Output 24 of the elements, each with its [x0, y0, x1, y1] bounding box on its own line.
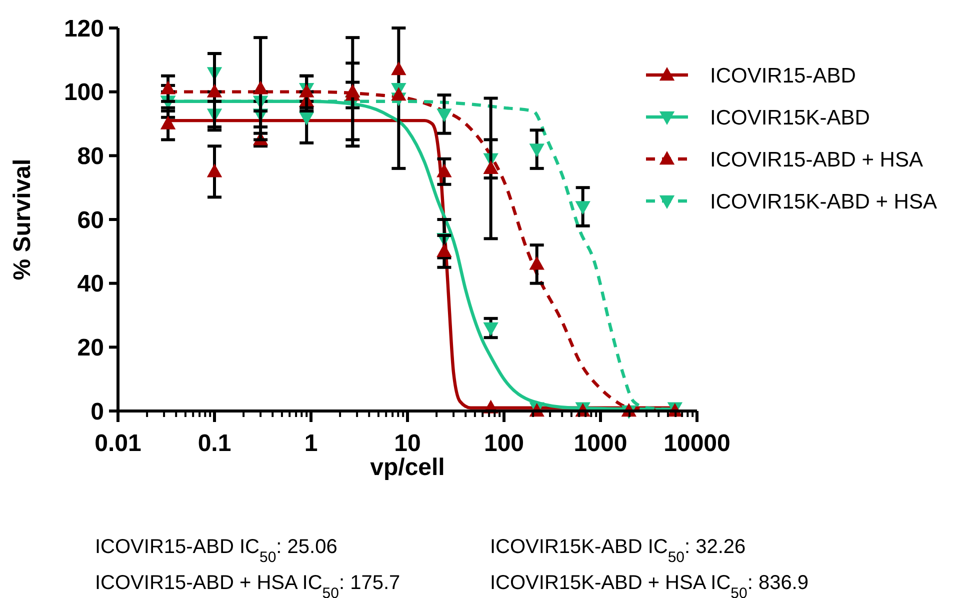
y-axis-title: % Survival — [9, 158, 36, 280]
x-tick-label: 10000 — [664, 430, 730, 457]
text: ICOVIR15-ABD + HSA IC$_{50}$: 175.7 — [95, 572, 400, 598]
legend-label: ICOVIR15K-ABD — [710, 106, 870, 130]
x-tick-label: 0.1 — [198, 430, 232, 457]
x-tick-label: 1 — [304, 430, 318, 457]
x-tick-label: 0.01 — [94, 430, 142, 457]
y-tick-label: 100 — [64, 79, 104, 106]
legend-label: ICOVIR15-ABD — [710, 64, 856, 88]
x-tick-label: 10 — [394, 430, 421, 457]
x-tick-label: 1000 — [574, 430, 628, 457]
x-tick-label: 100 — [484, 430, 524, 457]
y-tick-label: 20 — [77, 334, 104, 362]
text: ICOVIR15-ABD IC$_{50}$: 25.06 — [95, 536, 338, 566]
legend-label: ICOVIR15-ABD + HSA — [710, 148, 923, 172]
x-axis-title: vp/cell — [370, 454, 445, 481]
y-tick-label: 80 — [77, 143, 104, 170]
y-tick-label: 120 — [64, 15, 104, 42]
y-tick-label: 0 — [90, 398, 104, 426]
text: ICOVIR15K-ABD + HSA IC$_{50}$: 836.9 — [490, 572, 808, 598]
y-tick-label: 60 — [77, 206, 104, 234]
text: ICOVIR15K-ABD IC$_{50}$: 32.26 — [490, 536, 746, 566]
y-tick-label: 40 — [77, 270, 104, 298]
legend-label: ICOVIR15K-ABD + HSA — [710, 190, 937, 214]
